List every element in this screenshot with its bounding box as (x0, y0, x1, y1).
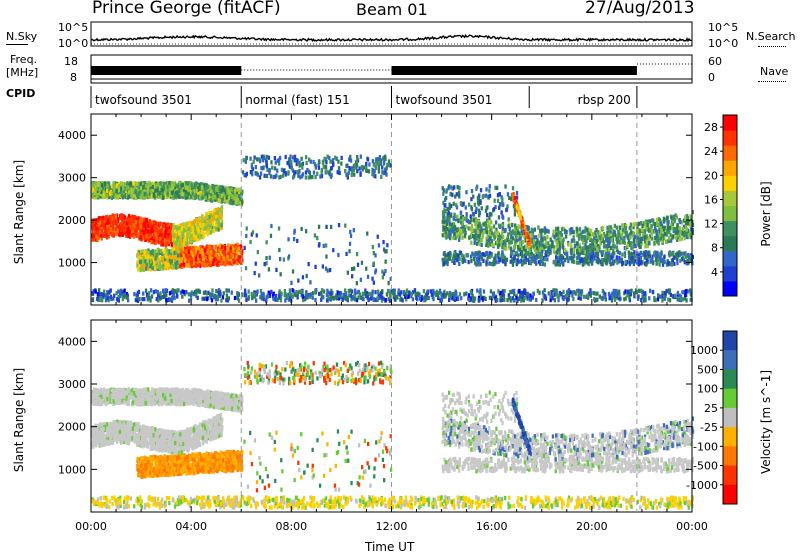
power-panel-ytick-label-2: 3000 (58, 172, 86, 185)
time-xlabel: Time UT (365, 540, 415, 554)
xtick-label-3: 12:00 (376, 520, 408, 533)
power-colorbar-tick-2: 12 (704, 218, 718, 231)
power-colorbar-tick-0: 4 (711, 266, 718, 279)
velocity-colorbar-label: Velocity [m s^-1] (759, 369, 773, 475)
xtick-label-0: 00:00 (75, 520, 107, 533)
power-colorbar-segment-1 (723, 265, 737, 282)
velocity-colorbar-frame (722, 330, 738, 505)
nave-legend-line (758, 81, 786, 82)
velocity-colorbar-segment-7 (723, 465, 737, 486)
power-colorbar-segment-6 (723, 190, 737, 206)
power-colorbar-segment-0 (723, 280, 737, 297)
freq-top-label: 18 (64, 55, 78, 68)
cpid-label: CPID (6, 87, 36, 100)
power-colorbar-label: Power [dB] (759, 181, 773, 247)
nsky-trace (90, 33, 693, 43)
power-colorbar-segment-5 (723, 205, 737, 222)
velocity-colorbar-segment-5 (723, 427, 737, 447)
power-colorbar-tick-5: 24 (704, 145, 718, 158)
nave-label: Nave (760, 65, 789, 78)
nsearch-legend-line (758, 46, 786, 47)
freq-label-line1: Freq. (10, 53, 38, 66)
power-colorbar-segment-3 (723, 235, 737, 252)
power-colorbar-segment-7 (723, 175, 737, 191)
xtick-label-6: 00:00 (676, 520, 708, 533)
power-colorbar-frame (722, 114, 738, 297)
velocity-panel-cells (91, 360, 695, 510)
sky-top-label: 10^5 (58, 21, 89, 34)
velocity-colorbar-segment-6 (723, 446, 737, 467)
search-top-label: 10^5 (708, 21, 739, 34)
nave-top-label: 60 (708, 55, 722, 68)
power-panel-ytick-label-3: 4000 (58, 129, 86, 142)
frequency-band-1 (391, 66, 637, 75)
velocity-panel-ytick-label-1: 2000 (58, 421, 86, 434)
velocity-ylabel: Slant Range [km] (12, 367, 26, 473)
sky-search-frame (90, 21, 693, 47)
nave-bottom-label: 0 (708, 71, 715, 84)
freq-label-line2: [MHz] (6, 66, 39, 79)
xtick-label-2: 08:00 (275, 520, 307, 533)
date-title: 27/Aug/2013 (585, 0, 695, 18)
velocity-colorbar-tick-7: -1000 (686, 479, 718, 492)
power-colorbar-segment-4 (723, 220, 737, 237)
cpid-segment-label-2: twofsound 3501 (396, 93, 493, 107)
search-bottom-label: 10^0 (708, 37, 739, 50)
velocity-panel-ytick-label-2: 3000 (58, 378, 86, 391)
station-title: Prince George (fitACF) (92, 0, 281, 18)
velocity-panel-ytick-label-3: 4000 (58, 335, 86, 348)
velocity-panel-ytick-label-0: 1000 (58, 463, 86, 476)
cpid-segment-label-1: normal (fast) 151 (245, 93, 349, 107)
velocity-colorbar-tick-4: -25 (700, 421, 718, 434)
velocity-colorbar-segment-3 (723, 388, 737, 409)
velocity-colorbar-segment-2 (723, 369, 737, 390)
power-ylabel: Slant Range [km] (12, 159, 26, 265)
cpid-segment-label-0: twofsound 3501 (95, 93, 192, 107)
beam-title: Beam 01 (356, 0, 428, 19)
xtick-label-4: 16:00 (476, 520, 508, 533)
power-colorbar-tick-4: 20 (704, 169, 718, 182)
power-colorbar-tick-1: 8 (711, 242, 718, 255)
freq-bottom-label: 8 (70, 71, 77, 84)
power-panel-cells (91, 154, 695, 303)
nsky-legend-line (6, 44, 28, 45)
power-panel-ytick-label-1: 2000 (58, 214, 86, 227)
xtick-label-5: 20:00 (576, 520, 608, 533)
sky-bottom-label: 10^0 (58, 37, 89, 50)
power-colorbar-tick-3: 16 (704, 193, 718, 206)
power-colorbar-segment-9 (723, 145, 737, 161)
power-colorbar-segment-8 (723, 160, 737, 176)
velocity-colorbar-segment-8 (723, 484, 737, 505)
cpid-segment-label-3: rbsp 200 (578, 93, 631, 107)
power-colorbar-tick-6: 28 (704, 121, 718, 134)
power-colorbar-segment-11 (723, 115, 737, 131)
velocity-colorbar-tick-2: 100 (697, 383, 718, 396)
nsky-label: N.Sky (6, 30, 38, 43)
xtick-label-1: 04:00 (175, 520, 207, 533)
velocity-colorbar-segment-4 (723, 407, 737, 428)
velocity-colorbar-tick-3: 25 (704, 402, 718, 415)
velocity-colorbar-tick-1: 500 (697, 363, 718, 376)
velocity-colorbar-segment-1 (723, 350, 737, 370)
power-colorbar-segment-2 (723, 250, 737, 267)
nsearch-label: N.Search (746, 30, 796, 43)
velocity-colorbar-tick-0: 1000 (690, 344, 718, 357)
power-panel-ytick-label-0: 1000 (58, 257, 86, 270)
velocity-colorbar-tick-5: -100 (693, 440, 718, 453)
velocity-colorbar-tick-6: -500 (693, 460, 718, 473)
power-colorbar-segment-10 (723, 130, 737, 146)
frequency-band-0 (91, 66, 242, 75)
velocity-colorbar-segment-0 (723, 331, 737, 351)
